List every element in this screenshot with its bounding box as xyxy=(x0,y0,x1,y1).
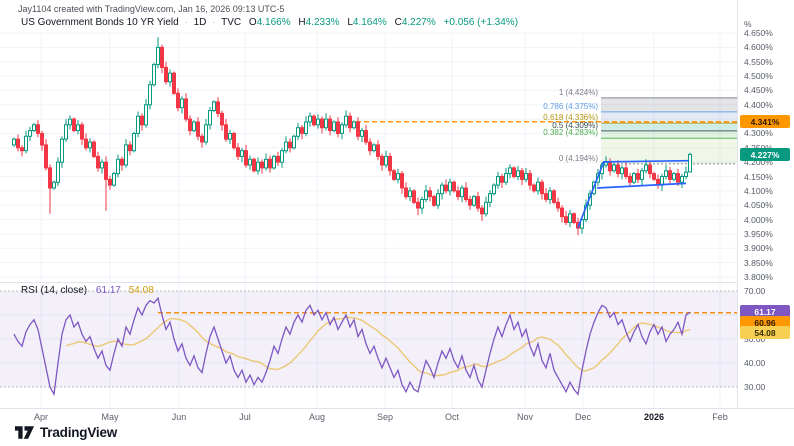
rsi-ma-badge: 54.08 xyxy=(740,326,790,339)
rsi-layer xyxy=(0,290,737,397)
price-axis-label: 4.400% xyxy=(744,100,773,110)
open-label: O xyxy=(248,17,257,28)
time-axis-label[interactable]: Oct xyxy=(444,412,459,422)
time-axis-label[interactable]: Dec xyxy=(574,412,591,422)
flag-top[interactable] xyxy=(602,159,690,163)
interval-label[interactable]: 1D xyxy=(193,17,207,28)
rsi-axis-label: 40.00 xyxy=(744,358,766,368)
high-label: H xyxy=(298,17,306,28)
fib-level-label: 0 (4.194%) xyxy=(558,154,598,163)
time-axis-separator xyxy=(0,408,794,409)
open-value: 4.166% xyxy=(256,17,291,28)
chart-credit: Jay1104 created with TradingView.com, Ja… xyxy=(18,4,285,14)
rsi-legend[interactable]: RSI (14, close) 61.17 54.08 xyxy=(21,285,154,296)
fib-level-label: 1 (4.424%) xyxy=(558,88,598,97)
rsi-axis-label: 50.00 xyxy=(744,334,766,344)
time-axis-label[interactable]: May xyxy=(101,412,119,422)
fib-level-label: 0.786 (4.375%) xyxy=(543,102,598,111)
low-label: L xyxy=(347,17,353,28)
grid-layer xyxy=(0,32,737,407)
rsi-line-badge: 60.96 xyxy=(740,316,790,329)
price-axis-label: 4.150% xyxy=(744,172,773,182)
rsi-axis-label: 70.00 xyxy=(744,286,766,296)
time-axis-label[interactable]: Nov xyxy=(516,412,533,422)
rsi-value-badge: 61.17 xyxy=(740,305,790,318)
price-axis-label: 4.500% xyxy=(744,71,773,81)
price-axis-label: 4.050% xyxy=(744,200,773,210)
symbol-legend[interactable]: US Government Bonds 10 YR Yield · 1D · T… xyxy=(21,17,518,28)
price-axis-label: 3.900% xyxy=(744,243,773,253)
time-axis-label[interactable]: Jun xyxy=(171,412,187,422)
legend-separator: · xyxy=(212,17,216,28)
change-value: +0.056 (+1.34%) xyxy=(443,17,519,28)
fib-level-label: 0.618 (4.336%) xyxy=(543,113,598,122)
fib-level-label: 0.5 (4.309%) xyxy=(552,121,598,130)
rsi-axis-label: 30.00 xyxy=(744,382,766,392)
symbol-title[interactable]: US Government Bonds 10 YR Yield xyxy=(21,17,179,28)
rsi-ma-value: 54.08 xyxy=(128,285,154,296)
price-axis-label: 4.550% xyxy=(744,57,773,67)
candles-layer xyxy=(12,37,692,236)
exchange-label[interactable]: TVC xyxy=(221,17,242,28)
low-value: 4.164% xyxy=(352,17,387,28)
legend-separator: · xyxy=(184,17,188,28)
price-axis-label: 4.200% xyxy=(744,157,773,167)
price-axis-label: 4.650% xyxy=(744,28,773,38)
time-axis-label[interactable]: Aug xyxy=(308,412,325,422)
price-axis-label: 4.100% xyxy=(744,186,773,196)
time-axis-label[interactable]: Feb xyxy=(712,412,728,422)
price-line-badge: 4.341% xyxy=(740,115,790,128)
price-axis-label: 4.300% xyxy=(744,128,773,138)
flag-pole[interactable] xyxy=(577,160,605,228)
close-label: C xyxy=(394,17,402,28)
horizontal-lines-layer xyxy=(158,120,737,314)
price-axis-label: 4.000% xyxy=(744,215,773,225)
time-axis-label[interactable]: Jul xyxy=(239,412,251,422)
tradingview-logo[interactable]: TradingView xyxy=(14,425,117,440)
price-axis-label: 4.450% xyxy=(744,85,773,95)
fib-zones-layer xyxy=(601,97,737,165)
last-price-badge: 4.227% xyxy=(740,148,790,161)
price-axis-label: 3.850% xyxy=(744,258,773,268)
rsi-label: RSI (14, close) xyxy=(21,285,88,296)
fib-level-label: 0.382 (4.283%) xyxy=(543,128,598,137)
price-axis-label: 3.950% xyxy=(744,229,773,239)
price-axis-separator xyxy=(737,0,738,409)
rsi-value: 61.17 xyxy=(95,285,121,296)
price-axis-unit: % xyxy=(744,19,752,29)
tradingview-logo-text: TradingView xyxy=(40,425,118,440)
close-value: 4.227% xyxy=(401,17,436,28)
flag-bottom[interactable] xyxy=(596,182,687,189)
price-axis-label: 3.800% xyxy=(744,272,773,282)
pane-separator[interactable] xyxy=(0,282,738,283)
time-axis-label[interactable]: 2026 xyxy=(643,412,665,422)
high-value: 4.233% xyxy=(305,17,340,28)
price-axis-label: 4.600% xyxy=(744,42,773,52)
time-axis-label[interactable]: Apr xyxy=(33,412,48,422)
trend-lines-layer xyxy=(577,159,690,228)
tradingview-logo-icon xyxy=(14,426,35,439)
time-axis-label[interactable]: Sep xyxy=(376,412,393,422)
